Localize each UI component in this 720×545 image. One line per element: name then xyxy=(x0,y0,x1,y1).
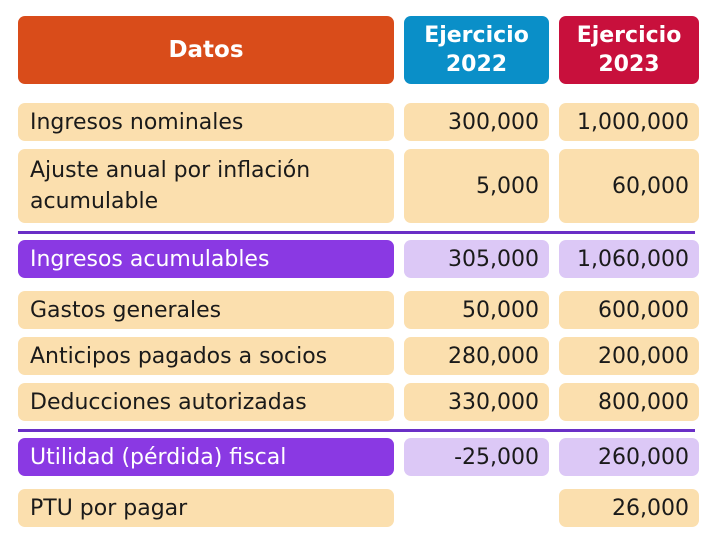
row-label-deducciones-autorizadas: Deducciones autorizadas xyxy=(18,383,394,421)
value-text: -25,000 xyxy=(454,444,539,470)
row-value-2023: 600,000 xyxy=(559,291,699,329)
row-label-text: Utilidad (pérdida) fiscal xyxy=(30,444,287,470)
row-value-2023: 260,000 xyxy=(559,438,699,476)
header-datos: Datos xyxy=(18,16,394,84)
row-label-ptu-por-pagar: PTU por pagar xyxy=(18,489,394,527)
value-text: 200,000 xyxy=(598,343,689,369)
row-value-2022: 330,000 xyxy=(404,383,549,421)
value-text: 60,000 xyxy=(612,173,689,199)
row-label-text: Gastos generales xyxy=(30,297,222,323)
row-label-text: Ingresos acumulables xyxy=(30,246,270,272)
value-text: 280,000 xyxy=(448,343,539,369)
value-text: 260,000 xyxy=(598,444,689,470)
row-value-2023: 1,060,000 xyxy=(559,240,699,278)
value-text: 50,000 xyxy=(462,297,539,323)
header-2022-line1: Ejercicio xyxy=(424,23,529,48)
row-value-2022: 50,000 xyxy=(404,291,549,329)
header-datos-label: Datos xyxy=(168,37,244,63)
header-ejercicio-2023: Ejercicio 2023 xyxy=(559,16,699,84)
row-value-2023: 60,000 xyxy=(559,149,699,223)
value-text: 305,000 xyxy=(448,246,539,272)
row-label-ingresos-nominales: Ingresos nominales xyxy=(18,103,394,141)
row-label-line1: Ajuste anual por inflación xyxy=(30,158,311,183)
row-value-2022: 5,000 xyxy=(404,149,549,223)
row-label-line2: acumulable xyxy=(30,189,159,214)
row-value-2023: 200,000 xyxy=(559,337,699,375)
row-value-2022: 300,000 xyxy=(404,103,549,141)
row-label-anticipos-pagados: Anticipos pagados a socios xyxy=(18,337,394,375)
value-text: 800,000 xyxy=(598,389,689,415)
row-value-2023: 26,000 xyxy=(559,489,699,527)
header-ejercicio-2022: Ejercicio 2022 xyxy=(404,16,549,84)
row-value-2022: 280,000 xyxy=(404,337,549,375)
row-label-ajuste-anual: Ajuste anual por inflación acumulable xyxy=(18,149,394,223)
header-2022-line2: 2022 xyxy=(445,52,508,77)
section-divider xyxy=(18,231,695,234)
value-text: 600,000 xyxy=(598,297,689,323)
value-text: 5,000 xyxy=(476,173,539,199)
row-label-utilidad-fiscal: Utilidad (pérdida) fiscal xyxy=(18,438,394,476)
header-2023-line2: 2023 xyxy=(598,52,660,77)
value-text: 1,060,000 xyxy=(577,246,689,272)
row-label-text: Anticipos pagados a socios xyxy=(30,343,328,369)
row-label-gastos-generales: Gastos generales xyxy=(18,291,394,329)
header-2023-line1: Ejercicio xyxy=(576,23,682,48)
value-text: 1,000,000 xyxy=(577,109,689,135)
value-text: 330,000 xyxy=(448,389,539,415)
row-label-text: Deducciones autorizadas xyxy=(30,389,307,415)
row-label-text: PTU por pagar xyxy=(30,495,188,521)
row-value-2022: -25,000 xyxy=(404,438,549,476)
row-label-text: Ingresos nominales xyxy=(30,109,244,135)
section-divider xyxy=(18,429,695,432)
row-label-ingresos-acumulables: Ingresos acumulables xyxy=(18,240,394,278)
row-value-2023: 1,000,000 xyxy=(559,103,699,141)
row-value-2023: 800,000 xyxy=(559,383,699,421)
value-text: 300,000 xyxy=(448,109,539,135)
value-text: 26,000 xyxy=(612,495,689,521)
row-value-2022: 305,000 xyxy=(404,240,549,278)
